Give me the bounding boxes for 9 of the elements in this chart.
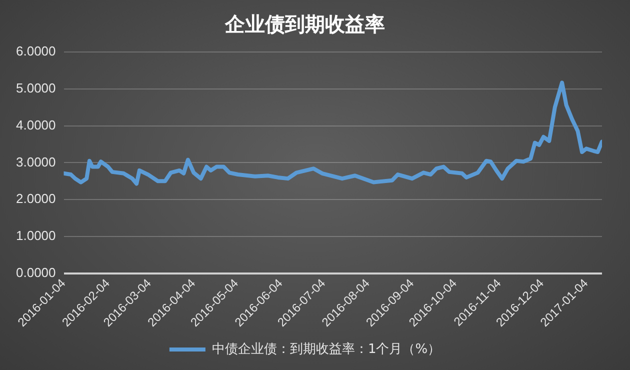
y-tick-label: 2.0000 xyxy=(16,191,56,206)
y-tick-label: 0.0000 xyxy=(16,264,56,280)
chart-title: 企业债到期收益率 xyxy=(224,12,385,36)
y-tick-label: 1.0000 xyxy=(16,228,56,244)
legend-label: 中债企业债：到期收益率：1个月（%） xyxy=(212,340,441,357)
y-tick-label: 4.0000 xyxy=(16,117,56,132)
y-tick-label: 5.0000 xyxy=(16,80,56,96)
y-tick-label: 3.0000 xyxy=(16,154,56,170)
y-tick-label: 6.0000 xyxy=(16,44,56,59)
